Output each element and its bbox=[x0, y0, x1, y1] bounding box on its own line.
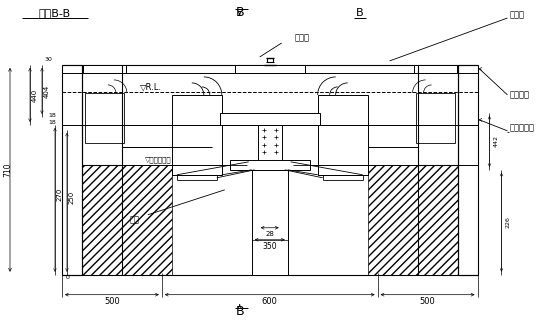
Bar bbox=[82, 165, 122, 275]
Text: 440: 440 bbox=[32, 88, 38, 101]
Bar bbox=[85, 93, 124, 143]
Text: 横桁: 横桁 bbox=[130, 215, 140, 224]
Bar bbox=[235, 65, 305, 73]
Text: レール: レール bbox=[295, 34, 310, 43]
Text: 28: 28 bbox=[265, 231, 274, 237]
Bar bbox=[416, 93, 455, 143]
Bar bbox=[122, 165, 172, 275]
Text: 500: 500 bbox=[104, 297, 120, 306]
Text: 226: 226 bbox=[506, 216, 511, 228]
Text: ▽R.L.: ▽R.L. bbox=[140, 83, 162, 92]
Bar bbox=[318, 95, 368, 175]
Text: まくら木受: まくら木受 bbox=[509, 124, 535, 132]
Text: 断面B-B: 断面B-B bbox=[39, 8, 71, 18]
Text: 槽状桁: 槽状桁 bbox=[509, 11, 524, 20]
Text: 710: 710 bbox=[3, 163, 12, 177]
Bar bbox=[220, 113, 320, 125]
Bar bbox=[172, 95, 222, 175]
Text: B: B bbox=[356, 8, 363, 18]
Text: 500: 500 bbox=[420, 297, 435, 306]
Text: 0: 0 bbox=[66, 275, 70, 280]
Text: 30: 30 bbox=[44, 57, 52, 62]
Text: 250: 250 bbox=[69, 191, 75, 204]
Bar bbox=[230, 160, 309, 170]
Text: 18: 18 bbox=[48, 120, 56, 125]
Bar bbox=[252, 170, 288, 275]
Bar bbox=[368, 165, 417, 275]
Text: 18: 18 bbox=[48, 113, 56, 118]
Bar bbox=[414, 65, 456, 73]
Text: まくら木: まくら木 bbox=[509, 90, 529, 100]
Bar bbox=[417, 165, 457, 275]
Text: B: B bbox=[235, 305, 244, 318]
Text: ▽スラブ天端: ▽スラブ天端 bbox=[145, 156, 172, 163]
Text: 442: 442 bbox=[494, 135, 499, 147]
Text: 270: 270 bbox=[57, 188, 63, 202]
Text: 404: 404 bbox=[44, 84, 50, 98]
Text: B: B bbox=[235, 6, 244, 20]
Text: 600: 600 bbox=[262, 297, 278, 306]
Bar bbox=[83, 65, 126, 73]
Text: 350: 350 bbox=[262, 242, 277, 251]
